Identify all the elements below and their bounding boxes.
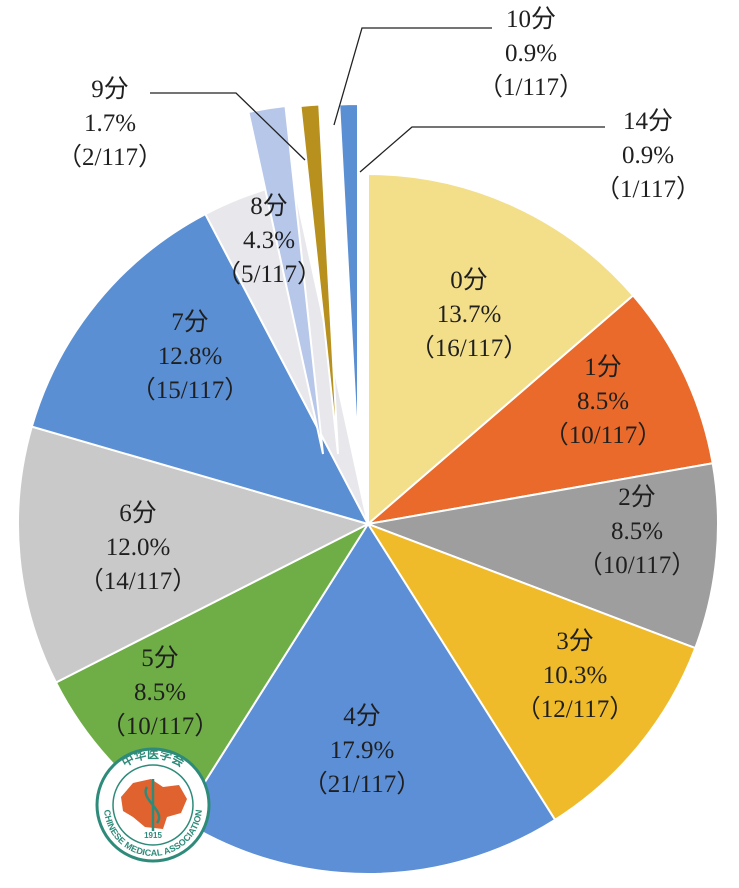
- leader-lines: [150, 27, 605, 173]
- slice-count: （10/117）: [544, 421, 663, 449]
- slice-label-10分: 10分 0.9% （1/117）: [478, 5, 584, 101]
- slice-count: （12/117）: [516, 695, 635, 723]
- slice-label-2分: 2分 8.5% （10/117）: [578, 483, 697, 579]
- pie-slice-7分: [30, 212, 370, 526]
- slice-label-14分: 14分 0.9% （1/117）: [595, 107, 701, 203]
- slice-label: 14分: [623, 107, 673, 135]
- leader-line-9: [150, 92, 306, 161]
- pie-slice-10分: [299, 103, 339, 455]
- slice-label-1分: 1分 8.5% （10/117）: [544, 353, 663, 449]
- pie-slice-14分: [338, 102, 359, 455]
- slice-percent: 17.9%: [330, 737, 395, 764]
- slice-label: 1分: [584, 353, 622, 381]
- pie-slice-0分: [367, 172, 635, 527]
- slice-labels: 0分 13.7% （16/117） 1分 8.5% （10/117） 2分 8.5% （10/1…: [57, 5, 701, 798]
- slice-label: 4分: [343, 702, 381, 730]
- slice-percent: 1.7%: [84, 110, 136, 137]
- pie-slice-9分: [247, 104, 324, 455]
- slice-percent: 12.0%: [106, 534, 171, 561]
- slice-count: （1/117）: [478, 73, 584, 101]
- slice-count: （2/117）: [57, 143, 163, 171]
- slice-count: （5/117）: [216, 260, 322, 288]
- leader-line-14: [359, 126, 605, 173]
- slice-percent: 8.5%: [611, 518, 663, 545]
- slice-label: 8分: [250, 192, 288, 220]
- slice-label: 9分: [91, 75, 129, 103]
- pie-slice-3分: [365, 522, 697, 822]
- slice-label: 6分: [119, 499, 157, 527]
- slice-percent: 13.7%: [437, 301, 502, 328]
- slice-label-6分: 6分 12.0% （14/117）: [79, 499, 198, 595]
- slice-percent: 8.5%: [577, 388, 629, 415]
- slice-percent: 4.3%: [243, 227, 295, 254]
- slice-label: 3分: [556, 627, 594, 655]
- slice-percent: 10.3%: [543, 662, 608, 689]
- slice-percent: 8.5%: [134, 679, 186, 706]
- slice-label-3分: 3分 10.3% （12/117）: [516, 627, 635, 723]
- pie-slice-6分: [17, 425, 371, 684]
- slice-label: 10分: [506, 5, 556, 33]
- slice-label: 2分: [618, 483, 656, 511]
- slice-label: 0分: [450, 266, 488, 294]
- slice-label: 5分: [141, 644, 179, 672]
- slice-count: （10/117）: [101, 712, 220, 740]
- pie-slice-1分: [364, 294, 714, 526]
- slice-percent: 12.8%: [158, 343, 223, 370]
- pie-slice-4分: [179, 522, 557, 876]
- chinese-medical-association-seal: 中华医学会 CHINESE MEDICAL ASSOCIATION 1915: [95, 746, 211, 863]
- slice-label-4分: 4分 17.9% （21/117）: [303, 702, 422, 798]
- slice-count: （16/117）: [410, 334, 529, 362]
- seal-year: 1915: [144, 831, 162, 840]
- leader-line-10: [333, 27, 492, 126]
- slice-label-7分: 7分 12.8% （15/117）: [131, 308, 250, 404]
- slice-label-9分: 9分 1.7% （2/117）: [57, 75, 163, 171]
- slice-label-5分: 5分 8.5% （10/117）: [101, 644, 220, 740]
- slice-percent: 0.9%: [622, 142, 674, 169]
- slice-label-0分: 0分 13.7% （16/117）: [410, 266, 529, 362]
- slice-count: （10/117）: [578, 551, 697, 579]
- slice-label: 7分: [171, 308, 209, 336]
- slice-label-8分: 8分 4.3% （5/117）: [216, 192, 322, 288]
- slice-count: （14/117）: [79, 567, 198, 595]
- slice-count: （15/117）: [131, 376, 250, 404]
- slice-count: （21/117）: [303, 770, 422, 798]
- slice-percent: 0.9%: [505, 40, 557, 67]
- pie-slice-2分: [364, 462, 719, 650]
- pie-slices: [17, 102, 719, 876]
- slice-count: （1/117）: [595, 175, 701, 203]
